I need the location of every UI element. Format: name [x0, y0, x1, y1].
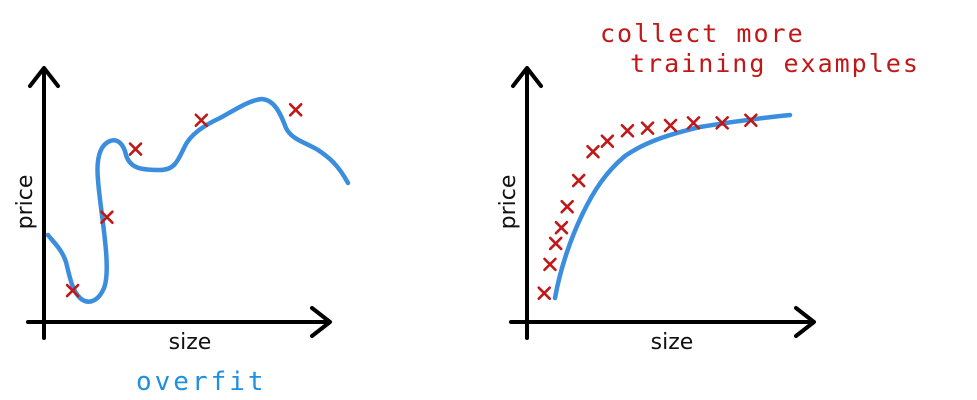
- y-axis-label: price: [496, 175, 521, 230]
- y-axis-arrowhead: [511, 66, 543, 88]
- data-point-marker: [686, 116, 701, 130]
- data-point-marker: [571, 173, 586, 188]
- fit-curve: [552, 112, 793, 301]
- data-point-marker: [65, 283, 80, 298]
- data-point-marker: [194, 113, 209, 128]
- data-point-marker: [548, 236, 563, 251]
- annotation-line-1: collect more: [600, 19, 805, 48]
- data-point-marker: [663, 118, 678, 133]
- data-point-marker: [554, 220, 569, 235]
- chart-more-data: size price collect more training example…: [496, 19, 920, 355]
- y-axis-arrowhead: [28, 66, 60, 88]
- data-point-marker: [128, 142, 143, 156]
- annotation-line-2: training examples: [630, 49, 920, 78]
- data-point-marker: [543, 257, 557, 272]
- data-point-marker: [100, 210, 114, 224]
- data-point-marker: [744, 113, 758, 128]
- data-point-marker: [640, 121, 655, 135]
- x-axis-label: size: [651, 330, 694, 355]
- x-axis-arrowhead: [794, 306, 816, 338]
- data-point-marker: [586, 144, 600, 159]
- chart-overfit: size price overfit: [13, 66, 351, 397]
- overfit-caption: overfit: [136, 367, 267, 397]
- x-axis-arrowhead: [310, 306, 332, 338]
- data-point-marker: [600, 134, 615, 149]
- data-point-marker: [560, 199, 574, 214]
- y-axis-label: price: [13, 175, 38, 230]
- overfit-curve: [45, 96, 351, 304]
- data-point-marker: [620, 123, 635, 138]
- x-axis-label: size: [169, 330, 212, 355]
- data-point-marker: [715, 116, 729, 130]
- data-point-marker: [288, 102, 303, 117]
- data-point-marker: [537, 286, 552, 300]
